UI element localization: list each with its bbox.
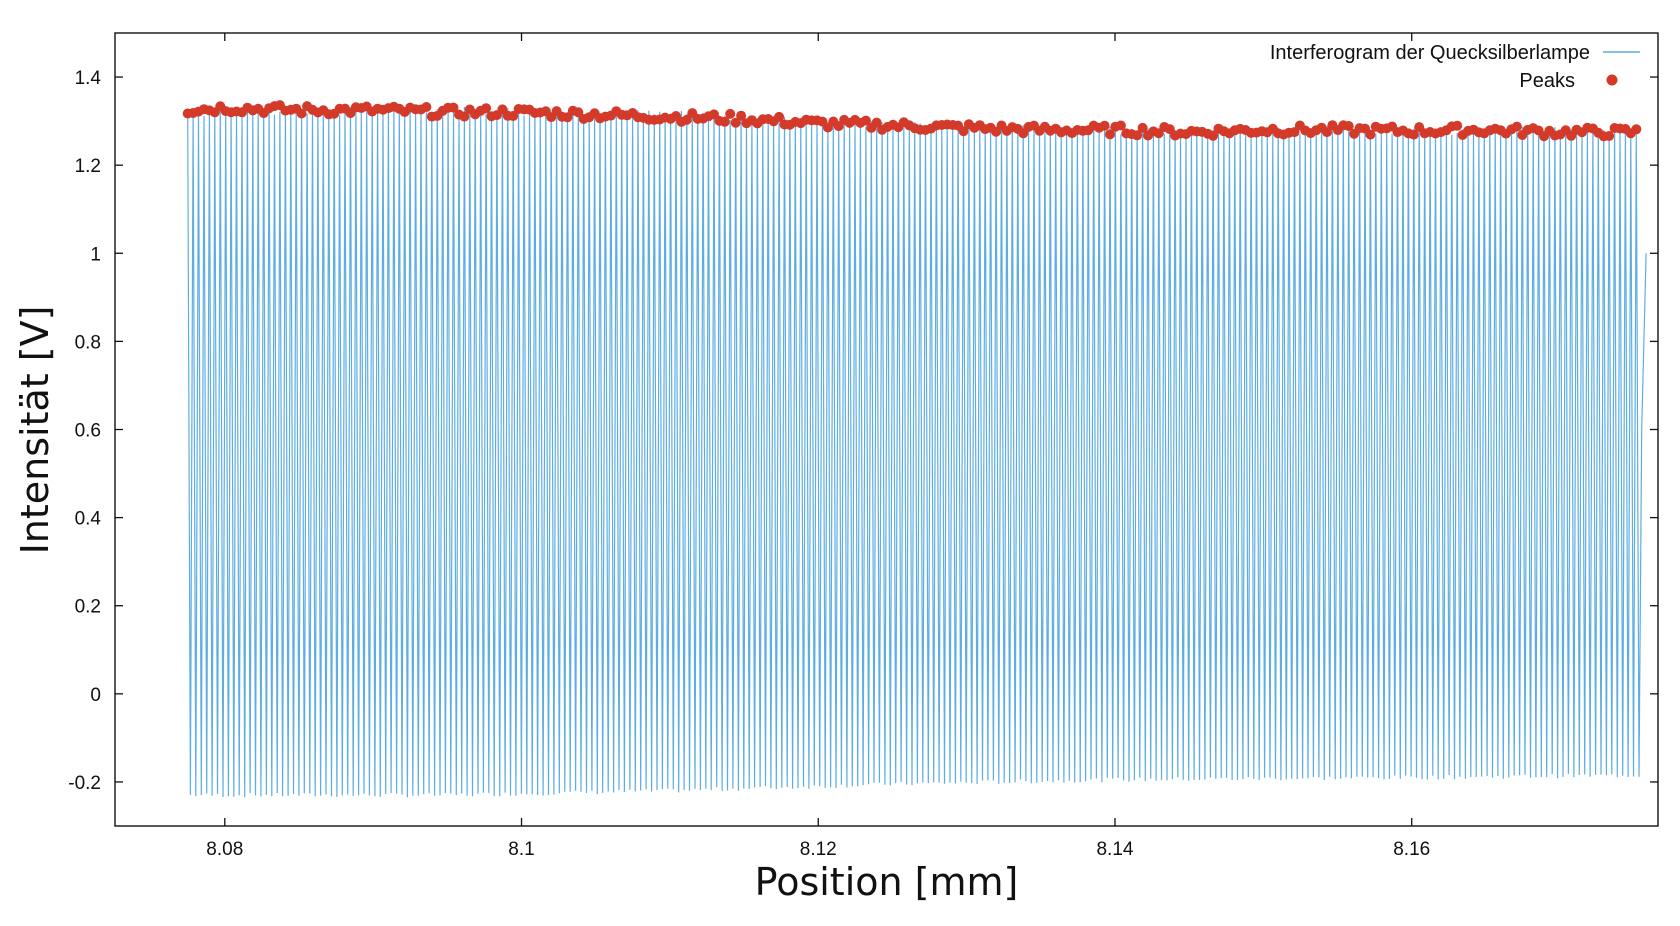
x-axis-title: Position [mm] (755, 860, 1019, 904)
peak-point (681, 114, 692, 125)
peak-point (421, 102, 432, 112)
peak-point (719, 116, 730, 127)
peak-point (1452, 120, 1463, 131)
peak-point (448, 102, 459, 113)
x-tick-label: 8.1 (508, 839, 534, 860)
plot-layer (182, 100, 1647, 798)
peak-point (296, 108, 307, 119)
y-tick-label: 0.2 (75, 597, 101, 618)
legend-swatch-peaks (1606, 74, 1618, 86)
peak-point (958, 126, 969, 137)
legend-label-interferogram: Interferogram der Quecksilberlampe (1270, 42, 1590, 64)
legend: Interferogram der Quecksilberlampe Peaks (1270, 42, 1640, 92)
peak-point (1365, 129, 1376, 140)
peak-point (725, 108, 736, 119)
ticks-layer: 8.08 8.1 8.12 8.14 8.16 -0.2 0 0.2 0.4 0.6 0.8 1 1.2… (68, 33, 1658, 860)
peak-point (1105, 129, 1115, 140)
peak-point (1115, 120, 1126, 131)
series-line-interferogram (187, 106, 1647, 798)
peak-point (860, 115, 871, 126)
peak-point (1289, 127, 1300, 138)
peak-point (1408, 129, 1419, 140)
peak-point (730, 117, 741, 128)
y-tick-label: 0.8 (75, 332, 101, 353)
y-tick-label: 0 (90, 685, 101, 706)
peak-point (774, 111, 785, 122)
y-tick-label: 1.4 (75, 68, 102, 89)
peak-point (1137, 122, 1148, 133)
y-tick-label: -0.2 (68, 773, 101, 794)
y-tick-label: 0.4 (75, 509, 102, 530)
peak-point (736, 110, 747, 121)
y-axis-title: Intensität [V] (13, 306, 57, 555)
peak-point (1604, 131, 1615, 141)
y-tick-label: 1 (90, 244, 101, 265)
peak-point (459, 111, 470, 122)
x-tick-label: 8.08 (206, 839, 243, 860)
peak-point (1511, 121, 1522, 132)
peak-point (573, 107, 584, 118)
y-tick-label: 0.6 (75, 421, 101, 442)
legend-label-peaks: Peaks (1519, 70, 1575, 92)
x-tick-label: 8.14 (1096, 839, 1133, 860)
peak-point (1132, 130, 1143, 141)
peak-point (508, 111, 519, 121)
y-tick-label: 1.2 (75, 156, 101, 177)
peak-point (871, 117, 882, 128)
peak-point (1343, 121, 1354, 131)
peak-point (1099, 120, 1110, 131)
peak-point (1208, 130, 1219, 141)
x-tick-label: 8.12 (800, 839, 837, 860)
peak-point (481, 103, 492, 114)
x-tick-label: 8.16 (1393, 839, 1430, 860)
peak-point (1322, 127, 1332, 138)
peak-point (1631, 124, 1642, 135)
